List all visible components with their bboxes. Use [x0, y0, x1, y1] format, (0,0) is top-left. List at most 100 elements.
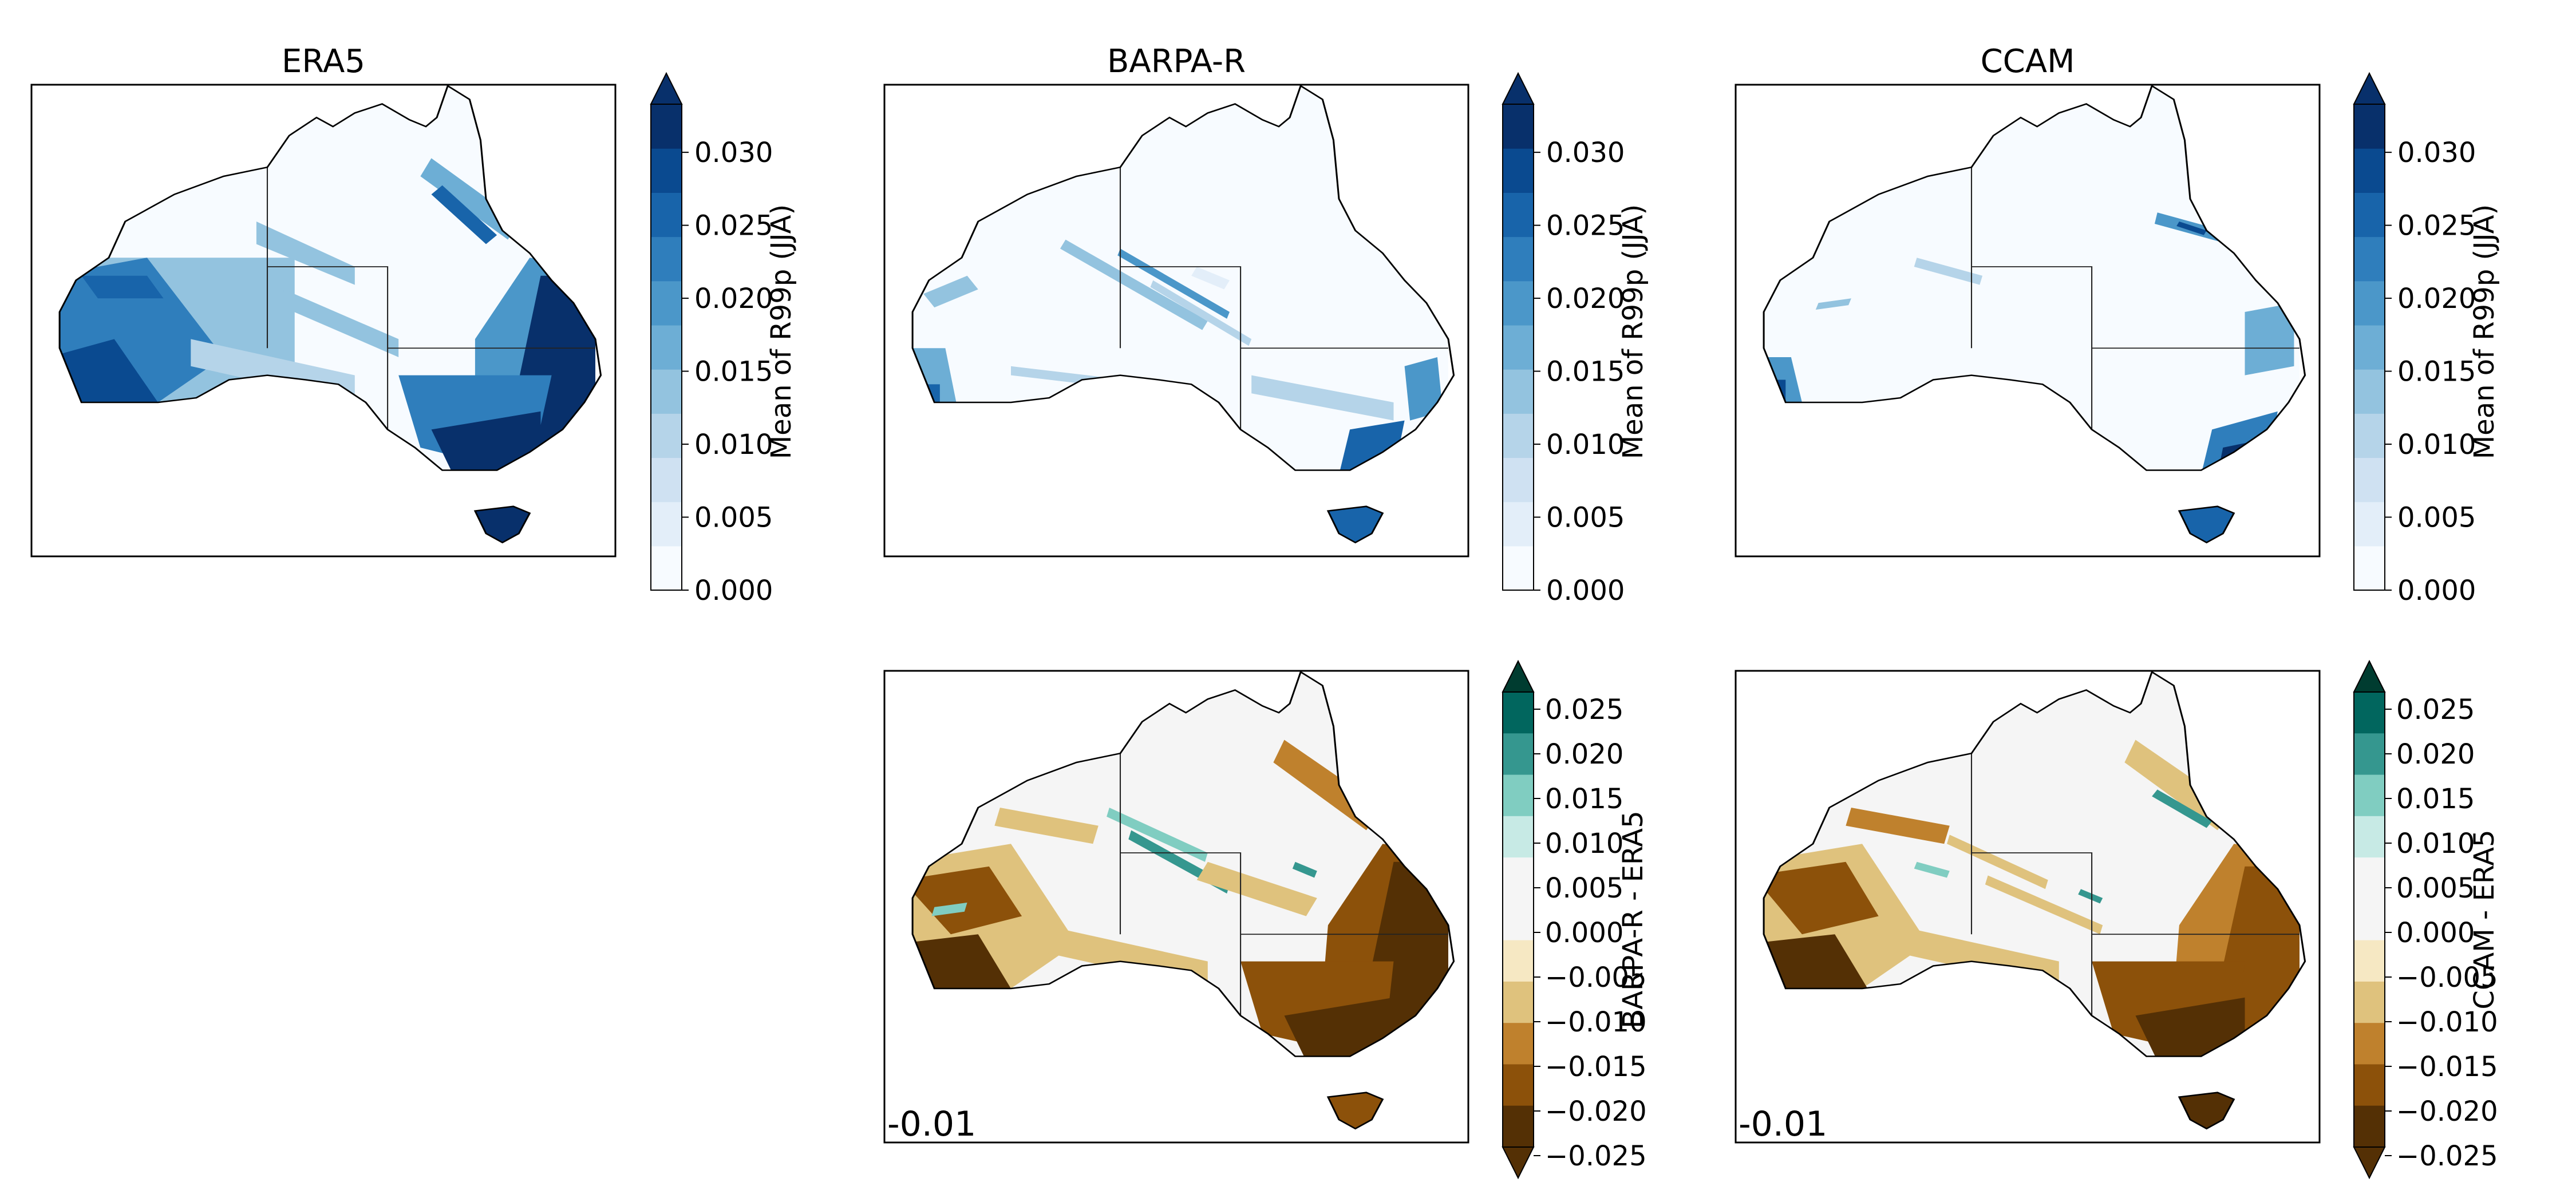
colorbar-segment: [1503, 940, 1534, 982]
colorbar-cb-era5: 0.000 0.005 0.010 0.015 0.020 0.025 0.030 Mean …: [650, 72, 797, 607]
colorbar-tick-label: 0.000: [2397, 575, 2476, 607]
colorbar-label: CCAM - ERA5: [2468, 829, 2500, 1009]
map-panel-ccam-diff: -0.01: [1735, 670, 2321, 1144]
colorbar-segment: [1503, 236, 1534, 282]
colorbar-segment: [2354, 816, 2385, 858]
colorbar-tick-label: −0.005: [1545, 962, 1647, 994]
colorbar-segment: [651, 413, 682, 458]
colorbar-tick-label: 0.000: [1546, 575, 1625, 607]
colorbar-tick-label: 0.015: [1546, 356, 1625, 388]
colorbar-tick-label: 0.015: [2397, 356, 2476, 388]
colorbar-cb-ccam-diff: 0.025 0.020 0.015 0.010 0.005 0.000 −0.005 −0.0…: [2353, 659, 2500, 1180]
colorbar-segment: [2354, 1064, 2385, 1106]
colorbar-segment: [651, 192, 682, 238]
colorbar-segment: [1503, 1064, 1534, 1106]
plots-layer: ERA5 BARPA-R CCAM -0.01 -0.01 0.000 0.005 0.010…: [30, 43, 2500, 1180]
colorbar-segment: [1503, 148, 1534, 193]
colorbar-segment: [651, 148, 682, 193]
colorbar-segment: [1503, 857, 1534, 899]
colorbar-segment: [1503, 104, 1534, 149]
colorbar-tick-label: 0.005: [1546, 502, 1625, 534]
colorbar-cb-barpa: 0.000 0.005 0.010 0.015 0.020 0.025 0.030 Mean …: [1502, 72, 1649, 607]
map-frame: [1735, 84, 2321, 557]
colorbar-tick-label: 0.030: [2397, 137, 2476, 169]
colorbar-segment: [1503, 774, 1534, 817]
colorbar-segment: [2354, 148, 2385, 193]
pattern-correlation-label: -0.01: [887, 1104, 976, 1144]
colorbar-tick-label: 0.015: [1545, 783, 1623, 815]
map-frame: [883, 670, 1469, 1144]
colorbar-tick-label: −0.005: [2396, 962, 2498, 994]
colorbar-segment: [1503, 501, 1534, 547]
colorbar-segment: [1503, 280, 1534, 326]
colorbar-segment: [2354, 501, 2385, 547]
colorbar-segment: [651, 280, 682, 326]
colorbar-segment: [651, 369, 682, 414]
colorbar-tick-label: 0.020: [2396, 738, 2475, 770]
colorbar-tick-label: −0.020: [1545, 1096, 1647, 1128]
australia-map: [911, 671, 1455, 1130]
colorbar-segment: [2354, 325, 2385, 370]
colorbar-outline: [650, 104, 682, 591]
colorbar-tick-label: −0.010: [1545, 1006, 1647, 1038]
colorbar-tick-label: 0.005: [2397, 502, 2476, 534]
state-borders: [1970, 86, 2300, 538]
colorbar-segment: [2354, 899, 2385, 941]
australia-map: [1763, 671, 2306, 1130]
panel-title: ERA5: [282, 43, 365, 80]
colorbar-tick-label: 0.025: [1545, 694, 1623, 726]
colorbar-outline: [2353, 691, 2385, 1148]
colorbar-extend-min: [2353, 1146, 2386, 1180]
colorbar-extend-max: [650, 72, 683, 105]
colorbar-tick-label: 0.000: [694, 575, 773, 607]
colorbar-segment: [2354, 692, 2385, 734]
australia-map: [1763, 85, 2306, 544]
colorbar-tick-label: 0.010: [2397, 429, 2476, 461]
panel-title: BARPA-R: [1107, 43, 1246, 80]
colorbar-tick-label: −0.025: [1545, 1140, 1647, 1172]
colorbar-tick-label: 0.015: [694, 356, 773, 388]
map-panel-barpa: BARPA-R: [883, 43, 1469, 557]
colorbar-segment: [2354, 1105, 2385, 1148]
map-frame: [883, 84, 1469, 557]
colorbar-segment: [651, 236, 682, 282]
colorbar-segment: [2354, 857, 2385, 899]
colorbar-segment: [651, 325, 682, 370]
colorbar-segment: [1503, 816, 1534, 858]
map-panel-barpa-diff: -0.01: [883, 670, 1469, 1144]
colorbar-tick-label: 0.025: [2397, 210, 2476, 242]
australia-map: [911, 85, 1455, 544]
colorbar-segment: [1503, 692, 1534, 734]
colorbar-outline: [1502, 104, 1534, 591]
colorbar-tick-label: 0.025: [694, 210, 773, 242]
colorbar-label: Mean of R99p (JJA): [2468, 204, 2500, 459]
colorbar-segment: [2354, 981, 2385, 1023]
colorbar-segment: [1503, 413, 1534, 458]
colorbar-cb-ccam: 0.000 0.005 0.010 0.015 0.020 0.025 0.030 Mean …: [2353, 72, 2500, 607]
colorbar-tick-label: 0.025: [2396, 694, 2475, 726]
colorbar-segment: [2354, 940, 2385, 982]
colorbar-segment: [651, 545, 682, 591]
colorbar-tick-label: 0.020: [1545, 738, 1623, 770]
colorbar-tick-label: −0.010: [2396, 1006, 2498, 1038]
colorbar-segment: [651, 457, 682, 503]
colorbar-tick-label: 0.010: [694, 429, 773, 461]
pattern-correlation-label: -0.01: [1739, 1104, 1827, 1144]
colorbar-segment: [1503, 733, 1534, 776]
colorbar-segment: [2354, 1023, 2385, 1065]
colorbar-segment: [2354, 733, 2385, 776]
colorbar-segment: [1503, 192, 1534, 238]
colorbar-segment: [2354, 457, 2385, 503]
colorbar-segment: [651, 104, 682, 149]
colorbar-extend-max: [1502, 72, 1535, 105]
colorbar-segment: [2354, 192, 2385, 238]
map-frame: [30, 84, 617, 557]
colorbar-tick-label: 0.010: [1545, 828, 1623, 860]
colorbar-segment: [1503, 899, 1534, 941]
colorbar-label: BARPA-R - ERA5: [1617, 810, 1649, 1028]
colorbar-tick-label: 0.005: [1545, 872, 1623, 904]
colorbar-tick-label: 0.020: [1546, 283, 1625, 315]
state-borders: [266, 86, 596, 538]
colorbar-tick-label: −0.015: [2396, 1051, 2498, 1083]
